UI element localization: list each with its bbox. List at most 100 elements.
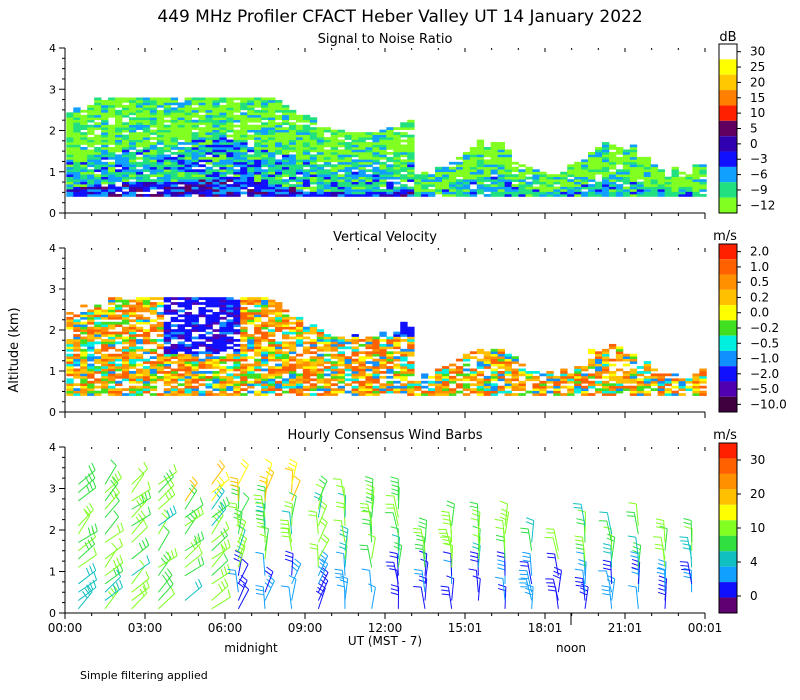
snr-cell	[365, 142, 373, 145]
velocity-cell	[560, 371, 568, 374]
velocity-cell	[268, 385, 276, 389]
colorbar-swatch	[719, 59, 737, 75]
velocity-cell	[316, 346, 325, 350]
snr-cell	[142, 129, 151, 133]
snr-cell	[476, 181, 485, 185]
velocity-cell	[226, 319, 234, 323]
snr-cell	[337, 149, 345, 153]
snr-cell	[316, 184, 325, 187]
velocity-cell	[240, 346, 248, 350]
snr-cell	[101, 109, 109, 113]
snr-cell	[414, 194, 422, 197]
snr-cell	[441, 194, 450, 197]
wind-barb	[497, 559, 506, 584]
velocity-cell	[358, 366, 366, 369]
snr-cell	[156, 184, 165, 187]
wind-barb	[237, 492, 250, 518]
snr-cell	[142, 156, 151, 160]
snr-cell	[400, 127, 408, 130]
wind-barb	[361, 568, 373, 593]
velocity-cell	[73, 383, 81, 387]
snr-cell	[636, 191, 645, 195]
snr-cell	[198, 176, 206, 180]
velocity-cell	[469, 378, 478, 382]
snr-cell	[532, 186, 540, 190]
wind-barb	[228, 502, 239, 526]
colorbar-swatch	[719, 473, 737, 490]
snr-cell	[219, 122, 227, 126]
snr-cell	[330, 147, 339, 150]
velocity-cell	[149, 351, 158, 355]
velocity-cell	[650, 373, 659, 377]
snr-cell	[316, 144, 325, 148]
velocity-cell	[268, 316, 276, 320]
snr-cell	[219, 164, 227, 168]
snr-cell	[595, 181, 603, 185]
velocity-cell	[309, 371, 318, 374]
velocity-cell	[163, 363, 172, 367]
snr-cell	[483, 169, 492, 173]
velocity-cell	[275, 371, 283, 374]
velocity-cell	[636, 378, 645, 382]
velocity-cell	[268, 324, 276, 328]
velocity-cell	[302, 380, 311, 384]
velocity-cell	[219, 329, 227, 332]
snr-cell	[323, 171, 332, 175]
snr-cell	[108, 164, 116, 168]
velocity-cell	[629, 373, 638, 377]
velocity-cell	[212, 366, 220, 369]
wind-barb	[545, 578, 559, 601]
velocity-cell	[149, 348, 158, 352]
velocity-cell	[254, 378, 262, 382]
velocity-cell	[295, 366, 304, 369]
snr-cell	[268, 127, 276, 130]
velocity-cell	[268, 366, 276, 369]
snr-cell	[80, 189, 88, 192]
velocity-cell	[163, 353, 172, 357]
snr-cell	[497, 171, 505, 175]
wind-barb	[255, 551, 266, 576]
velocity-cell	[177, 297, 185, 300]
velocity-cell	[226, 356, 234, 359]
snr-cell	[351, 159, 359, 163]
snr-cell	[156, 174, 165, 177]
snr-cell	[414, 184, 422, 187]
wind-barb	[659, 525, 668, 551]
velocity-cell	[386, 366, 394, 369]
velocity-cell	[441, 390, 450, 394]
velocity-cell	[288, 385, 297, 389]
snr-cell	[323, 186, 332, 190]
snr-cell	[476, 166, 485, 170]
velocity-cell	[511, 371, 519, 374]
velocity-cell	[163, 390, 172, 394]
velocity-cell	[490, 390, 499, 394]
velocity-cell	[595, 366, 603, 369]
snr-cell	[219, 151, 227, 155]
velocity-cell	[115, 383, 123, 387]
wind-barb	[237, 575, 248, 601]
snr-cell	[407, 166, 415, 170]
colorbar-swatch	[719, 259, 737, 275]
snr-cell	[240, 119, 248, 123]
velocity-cell	[553, 388, 561, 391]
velocity-cell	[163, 378, 172, 382]
snr-cell	[462, 181, 471, 185]
velocity-cell	[121, 368, 130, 372]
snr-cell	[184, 186, 192, 190]
wind-barb	[211, 484, 225, 510]
velocity-cell	[101, 368, 109, 372]
snr-cell	[170, 117, 179, 121]
snr-cell	[247, 117, 255, 121]
velocity-cell	[483, 361, 492, 364]
wind-barb	[308, 510, 319, 535]
velocity-cell	[288, 380, 297, 384]
snr-cell	[73, 119, 81, 123]
snr-cell	[400, 139, 408, 143]
snr-cell	[142, 137, 151, 140]
velocity-cell	[156, 334, 165, 337]
snr-cell	[358, 194, 366, 197]
snr-cell	[163, 161, 172, 165]
snr-cell	[595, 189, 603, 192]
snr-cell	[184, 114, 192, 118]
snr-cell	[212, 144, 220, 148]
